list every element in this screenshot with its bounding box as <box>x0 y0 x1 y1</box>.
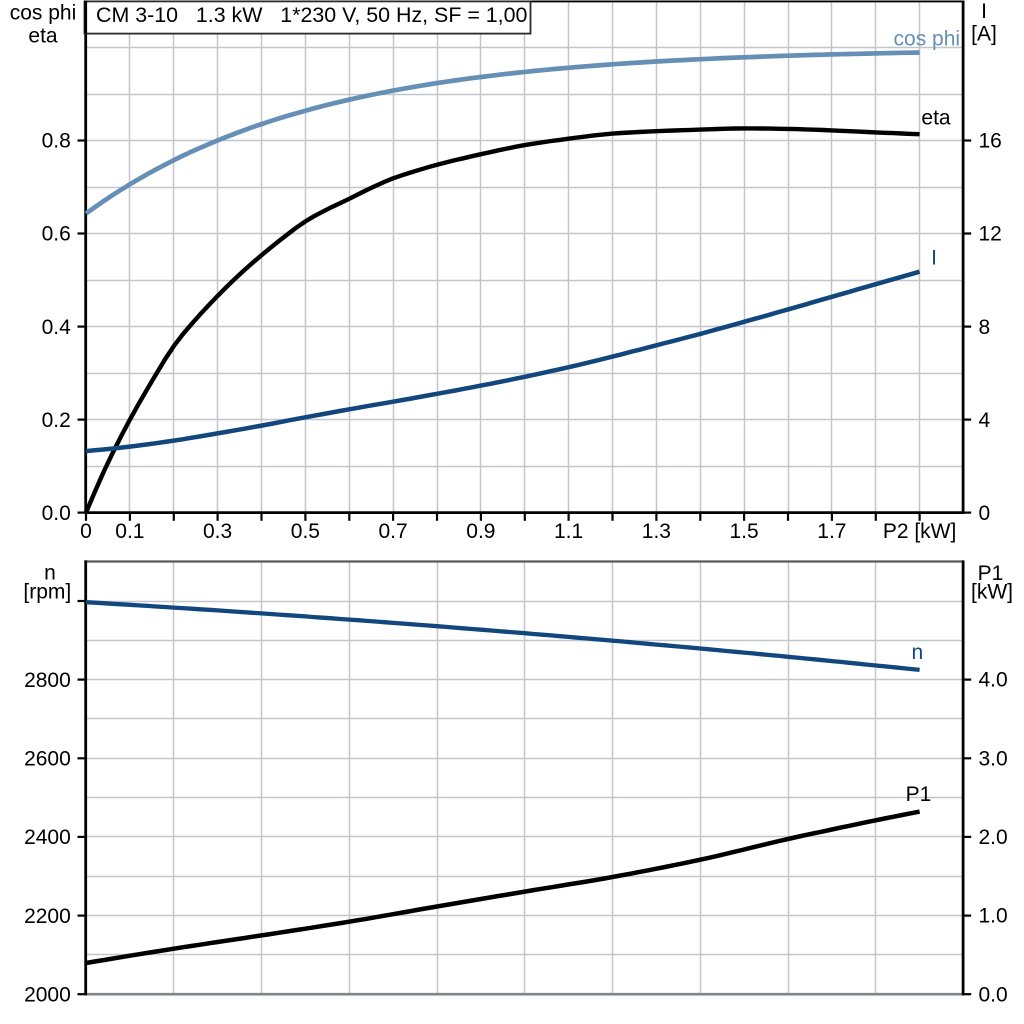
svg-text:0.0: 0.0 <box>979 983 1008 1006</box>
svg-text:0.5: 0.5 <box>291 520 320 543</box>
svg-text:16: 16 <box>979 130 1002 153</box>
svg-text:0.8: 0.8 <box>42 130 71 153</box>
svg-text:1.7: 1.7 <box>817 520 846 543</box>
svg-text:0.4: 0.4 <box>42 316 72 339</box>
svg-text:2000: 2000 <box>24 983 71 1006</box>
svg-text:2800: 2800 <box>24 669 71 692</box>
svg-text:I: I <box>981 0 987 23</box>
svg-text:0.9: 0.9 <box>466 520 495 543</box>
svg-text:0: 0 <box>979 502 991 525</box>
svg-text:eta: eta <box>921 106 951 129</box>
svg-text:1.3: 1.3 <box>642 520 671 543</box>
svg-text:4: 4 <box>979 409 991 432</box>
svg-text:[rpm]: [rpm] <box>23 581 71 604</box>
svg-text:0.2: 0.2 <box>42 409 71 432</box>
svg-text:[A]: [A] <box>971 23 997 46</box>
svg-text:P1: P1 <box>906 783 932 806</box>
svg-text:0: 0 <box>80 520 92 543</box>
svg-text:0.3: 0.3 <box>203 520 232 543</box>
svg-text:eta: eta <box>28 25 58 48</box>
svg-text:P1: P1 <box>978 562 1004 585</box>
svg-text:2400: 2400 <box>24 826 71 849</box>
svg-text:P2 [kW]: P2 [kW] <box>883 520 957 543</box>
svg-text:cos phi: cos phi <box>894 27 961 50</box>
svg-text:cos phi: cos phi <box>10 2 77 25</box>
svg-text:[kW]: [kW] <box>971 581 1013 604</box>
svg-text:CM 3-10 1.3 kW 1*230 V, 50: CM 3-10 1.3 kW 1*230 V, 50 Hz, SF = 1,00 <box>96 3 527 27</box>
svg-text:12: 12 <box>979 223 1002 246</box>
svg-text:2200: 2200 <box>24 905 71 928</box>
svg-text:0.6: 0.6 <box>42 223 71 246</box>
svg-text:1.5: 1.5 <box>729 520 758 543</box>
svg-text:2600: 2600 <box>24 748 71 771</box>
svg-text:0.7: 0.7 <box>378 520 407 543</box>
svg-text:0.0: 0.0 <box>42 502 71 525</box>
svg-text:0.1: 0.1 <box>115 520 144 543</box>
svg-text:8: 8 <box>979 316 991 339</box>
svg-text:2.0: 2.0 <box>979 826 1008 849</box>
svg-text:3.0: 3.0 <box>979 747 1008 770</box>
svg-text:1.1: 1.1 <box>554 520 583 543</box>
svg-text:n: n <box>911 641 923 664</box>
svg-text:4.0: 4.0 <box>979 669 1008 692</box>
svg-text:I: I <box>931 247 937 270</box>
svg-text:n: n <box>44 562 56 585</box>
svg-text:1.0: 1.0 <box>979 905 1008 928</box>
